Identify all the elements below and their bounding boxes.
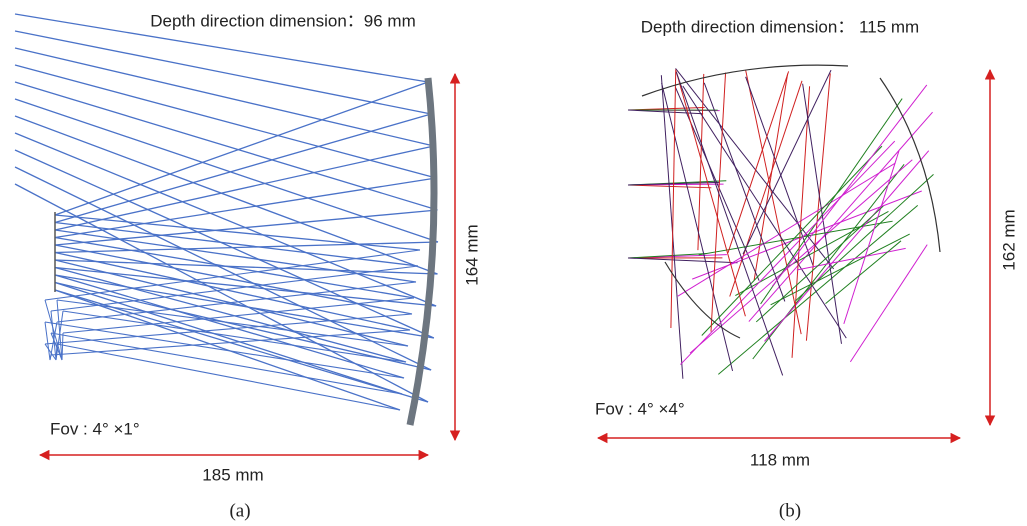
ray <box>795 174 933 301</box>
width-label: 118 mm <box>750 450 810 469</box>
ray <box>15 65 436 178</box>
ray <box>702 146 882 335</box>
ray <box>15 116 438 274</box>
ray <box>756 206 883 322</box>
mirror-right <box>880 78 940 252</box>
ray <box>728 71 789 252</box>
ray <box>661 75 683 379</box>
ray <box>55 178 436 238</box>
ray <box>771 234 910 305</box>
ray <box>55 268 406 363</box>
fov: Fov : 4° ×4° <box>595 399 685 418</box>
ray <box>746 77 814 267</box>
caption: (a) <box>229 500 250 521</box>
primary-mirror <box>410 78 434 425</box>
ray <box>792 86 810 358</box>
ray <box>730 81 802 297</box>
ray <box>45 322 50 360</box>
figure: Depth direction dimension：96 mm 164 mm 1… <box>0 0 1027 526</box>
width-label: 185 mm <box>202 465 263 484</box>
mirror-top <box>642 65 848 96</box>
ray <box>55 283 431 371</box>
ray <box>55 114 431 223</box>
ray <box>676 72 782 375</box>
ray <box>772 85 926 286</box>
title: Depth direction dimension：96 mm <box>150 11 416 30</box>
ray <box>15 48 434 146</box>
title: Depth direction dimension： 115 mm <box>641 17 919 36</box>
ray <box>803 84 842 344</box>
ray <box>676 68 834 269</box>
ray <box>628 258 738 263</box>
ray <box>850 245 927 362</box>
ray <box>690 160 912 353</box>
caption: (b) <box>779 500 801 521</box>
ray <box>55 290 400 410</box>
diagram: Depth direction dimension：96 mm 164 mm 1… <box>0 0 1027 526</box>
ray-trace-a <box>15 14 438 410</box>
ray-trace-b <box>628 68 934 378</box>
height-label: 162 mm <box>999 209 1018 270</box>
mirror-low <box>665 262 740 338</box>
ray <box>797 248 906 270</box>
height-label: 164 mm <box>462 224 481 285</box>
fov: Fov : 4° ×1° <box>50 419 140 438</box>
ray <box>676 71 745 316</box>
ray <box>55 146 434 230</box>
ray <box>15 167 431 370</box>
